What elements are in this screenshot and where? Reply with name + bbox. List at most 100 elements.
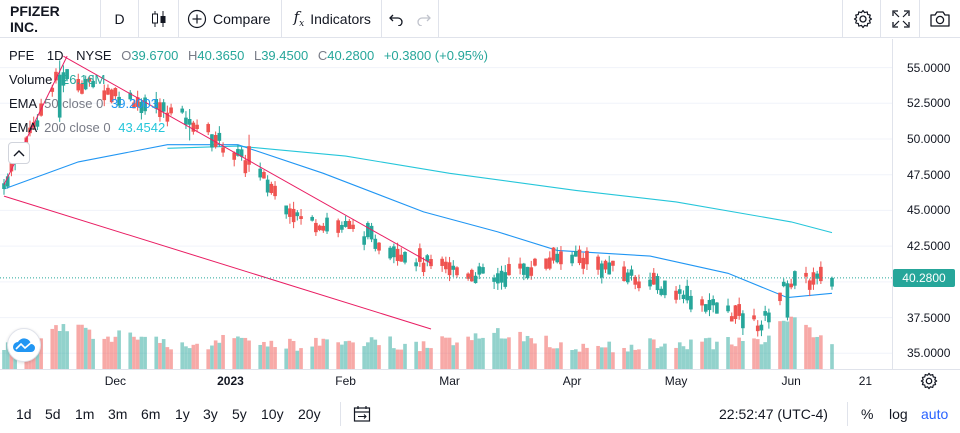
ema200-legend[interactable]: EMA 200 close 0 43.4542 bbox=[9, 120, 165, 135]
volume-bar bbox=[61, 324, 66, 369]
price-chart[interactable] bbox=[0, 39, 892, 369]
candle-body bbox=[611, 260, 615, 266]
candle bbox=[169, 103, 173, 116]
candle bbox=[637, 274, 641, 292]
range-button-5y[interactable]: 5y bbox=[232, 406, 247, 422]
candle bbox=[395, 242, 400, 266]
candle bbox=[648, 272, 652, 290]
candle bbox=[741, 310, 745, 336]
price-axis[interactable]: 55.0000 52.5000 50.0000 47.5000 45.0000 42.50… bbox=[892, 39, 960, 369]
ema50-legend[interactable]: EMA 50 close 0 39.2003 bbox=[9, 96, 158, 111]
volume-bar bbox=[395, 349, 400, 369]
settings-button[interactable] bbox=[845, 0, 881, 38]
volume-bar bbox=[715, 341, 719, 369]
volume-bar bbox=[414, 341, 418, 369]
candle bbox=[674, 286, 678, 304]
volume-bar bbox=[403, 343, 407, 369]
high-value: 40.3650 bbox=[197, 48, 245, 63]
candle bbox=[804, 266, 808, 284]
candle-body bbox=[703, 304, 708, 312]
volume-bar bbox=[213, 340, 218, 369]
legend-collapse-button[interactable] bbox=[8, 142, 30, 164]
candle-body bbox=[755, 325, 760, 332]
range-button-1d[interactable]: 1d bbox=[16, 406, 32, 422]
candle-body bbox=[648, 279, 652, 287]
volume-bar bbox=[310, 346, 314, 369]
bottom-toolbar: 22:52:47 (UTC-4) % log auto 1d 5d 1m 3m 6m 1y… bbox=[0, 397, 960, 433]
volume-bar bbox=[663, 343, 667, 369]
candle-body bbox=[321, 225, 326, 231]
percent-scale-toggle[interactable]: % bbox=[861, 406, 874, 422]
high-label: H bbox=[187, 48, 198, 63]
candle-body bbox=[499, 270, 504, 283]
range-button-10y[interactable]: 10y bbox=[261, 406, 284, 422]
range-button-1m[interactable]: 1m bbox=[75, 406, 95, 422]
candle-body bbox=[603, 260, 608, 270]
volume-bar bbox=[559, 342, 563, 369]
volume-bar bbox=[195, 343, 199, 369]
volume-bar bbox=[741, 341, 745, 369]
open-value: 39.6700 bbox=[131, 48, 179, 63]
time-axis[interactable]: Dec 2023 Feb Mar Apr May Jun 21 bbox=[0, 369, 960, 393]
volume-bar bbox=[325, 339, 329, 369]
redo-button[interactable] bbox=[410, 0, 438, 38]
axis-settings-button[interactable] bbox=[920, 372, 938, 390]
range-button-3m[interactable]: 3m bbox=[108, 406, 128, 422]
volume-bar bbox=[785, 321, 790, 369]
plus-circle-icon bbox=[187, 9, 207, 28]
candle-body bbox=[243, 160, 248, 174]
candle-body bbox=[9, 162, 14, 172]
volume-bar bbox=[637, 349, 641, 369]
candle bbox=[399, 247, 404, 262]
snapshot-button[interactable] bbox=[922, 0, 958, 38]
volume-bar bbox=[377, 345, 381, 369]
volume-bar bbox=[607, 341, 612, 369]
candle-body bbox=[659, 288, 664, 295]
range-button-6m[interactable]: 6m bbox=[141, 406, 161, 422]
ohlc-legend: PFE 1D NYSE O39.6700 H40.3650 L39.4500 C… bbox=[9, 48, 488, 63]
candle-body bbox=[154, 99, 159, 109]
range-button-1y[interactable]: 1y bbox=[175, 406, 190, 422]
candle-body bbox=[819, 266, 823, 282]
candle-body bbox=[789, 283, 793, 288]
toolbar-divider bbox=[437, 0, 439, 38]
candle bbox=[135, 90, 140, 111]
date-range-button[interactable] bbox=[353, 405, 371, 426]
candle-body bbox=[299, 216, 303, 219]
candle-body bbox=[525, 266, 530, 279]
bar-style-button[interactable] bbox=[139, 0, 178, 38]
compare-button[interactable]: Compare bbox=[179, 0, 281, 38]
ema200-params: 200 close 0 bbox=[44, 120, 111, 135]
range-button-5d[interactable]: 5d bbox=[45, 406, 61, 422]
volume-bar bbox=[492, 332, 496, 369]
volume-legend[interactable]: Volume 26.16M bbox=[9, 72, 105, 87]
candle bbox=[785, 280, 790, 321]
candle bbox=[161, 99, 166, 118]
log-scale-toggle[interactable]: log bbox=[889, 406, 908, 422]
volume-bar bbox=[451, 345, 456, 369]
chart-pane[interactable]: PFE 1D NYSE O39.6700 H40.3650 L39.4500 C… bbox=[0, 39, 960, 369]
auto-scale-toggle[interactable]: auto bbox=[921, 406, 949, 422]
candle bbox=[659, 286, 664, 297]
camera-icon bbox=[930, 11, 950, 27]
candle bbox=[106, 84, 110, 96]
indicators-button[interactable]: fx Indicators bbox=[282, 0, 381, 38]
volume-bar bbox=[804, 324, 808, 369]
candle bbox=[603, 259, 608, 273]
tradingview-logo-button[interactable] bbox=[7, 328, 41, 362]
candle bbox=[677, 284, 682, 300]
candle-body bbox=[733, 305, 738, 320]
fullscreen-button[interactable] bbox=[883, 0, 919, 38]
undo-button[interactable] bbox=[382, 0, 410, 38]
range-button-3y[interactable]: 3y bbox=[203, 406, 218, 422]
volume-bar bbox=[625, 351, 630, 369]
candle-body bbox=[239, 149, 244, 157]
chevron-up-icon bbox=[13, 150, 25, 157]
toolbar-divider bbox=[842, 0, 843, 38]
clock[interactable]: 22:52:47 (UTC-4) bbox=[719, 406, 828, 422]
interval-button[interactable]: D bbox=[114, 10, 125, 27]
candle bbox=[689, 290, 693, 313]
range-button-20y[interactable]: 20y bbox=[298, 406, 321, 422]
trend-line bbox=[3, 195, 432, 330]
symbol-search-button[interactable]: PFIZER INC. bbox=[10, 2, 60, 35]
